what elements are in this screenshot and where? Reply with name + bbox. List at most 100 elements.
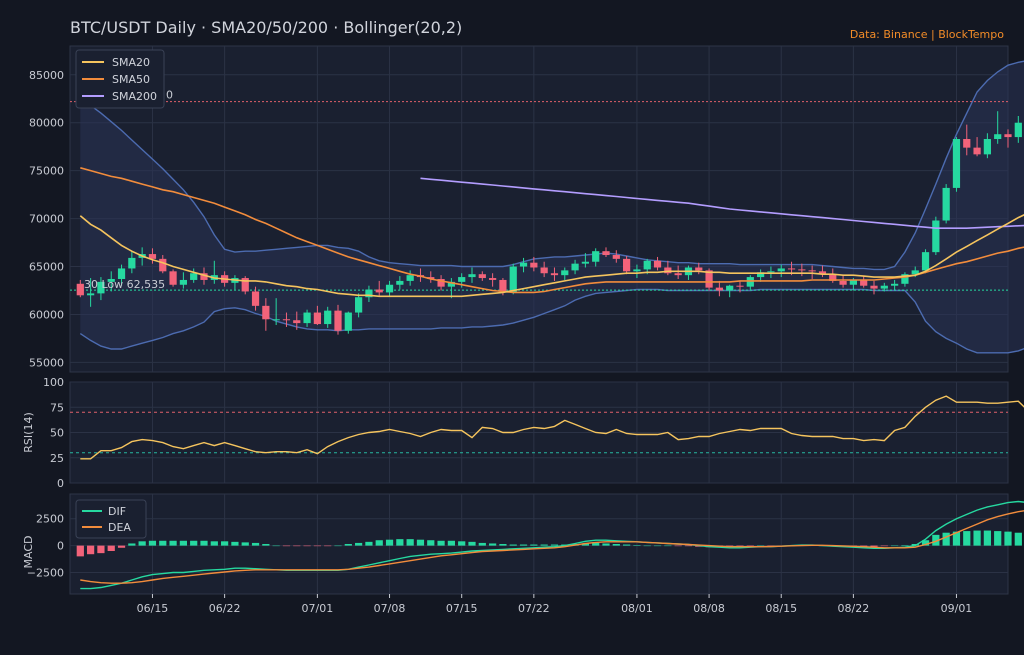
sma200-line (420, 177, 1024, 229)
candle-body (530, 262, 538, 268)
candle-body (612, 255, 620, 259)
macd-histogram-bar (365, 541, 373, 546)
candle-body (787, 268, 796, 270)
candle-body (87, 293, 95, 296)
chart-title: BTC/USDT Daily · SMA20/50/200 · Bollinge… (70, 18, 463, 37)
candle-body (880, 285, 888, 289)
candle-body (241, 278, 249, 292)
legend-label: DEA (108, 521, 131, 534)
candle-body (550, 273, 559, 276)
price-panel: 0 30 Low 62,535 (70, 60, 1024, 354)
macd-panel (76, 500, 1024, 590)
candle-body (994, 134, 1002, 140)
candle-body (1014, 122, 1022, 138)
legend-label: SMA200 (112, 90, 157, 103)
candle-body (983, 139, 991, 155)
candle-body (757, 272, 765, 278)
candle-body (313, 312, 321, 325)
macd-axis-label: MACD (22, 536, 35, 569)
macd-histogram-bar (272, 545, 280, 547)
macd-histogram-bar (623, 544, 631, 546)
macd-histogram-bar (963, 531, 971, 546)
macd-legend-box (75, 499, 147, 539)
macd-histogram-bar (251, 542, 260, 546)
macd-histogram-bar (674, 545, 682, 547)
macd-histogram-bar (406, 539, 414, 546)
candle-body (911, 270, 919, 275)
price-y-tick-label: 70000 (29, 213, 64, 226)
rsi-y-tick-label: 0 (57, 477, 64, 490)
data-source-label: Data: Binance | BlockTempo (849, 28, 1004, 41)
price-y-tick-label: 60000 (29, 308, 64, 321)
macd-histogram-bar (757, 545, 765, 547)
candle-body (117, 268, 126, 279)
macd-histogram-bar (550, 544, 559, 546)
candle-body (695, 267, 703, 271)
candle-body (128, 257, 136, 269)
candle-body (829, 274, 837, 281)
candle-body (767, 271, 775, 273)
candle-body (282, 319, 291, 321)
macd-histogram-bar (128, 543, 136, 546)
candle-body (365, 289, 373, 298)
macd-histogram-bar (169, 540, 177, 546)
candle-body (746, 277, 754, 287)
candle-body (385, 284, 394, 293)
macd-histogram-bar (117, 545, 126, 548)
macd-histogram-bar (478, 542, 486, 546)
macd-histogram-bar (179, 540, 187, 546)
price-y-tick-label: 85000 (29, 69, 64, 82)
candle-body (97, 281, 105, 294)
candle-body (623, 258, 631, 272)
candle-body (901, 274, 909, 284)
sma50-line (80, 167, 1024, 294)
price-y-tick-label: 55000 (29, 356, 64, 369)
x-tick-label: 06/22 (209, 602, 241, 615)
x-tick-label: 09/01 (941, 602, 973, 615)
macd-histogram-bar (540, 544, 548, 546)
rsi-line (80, 395, 1024, 460)
rsi-y-tick-label: 25 (50, 452, 64, 465)
macd-histogram-bar (200, 540, 208, 546)
macd-histogram-bar (746, 545, 754, 547)
candle-body (581, 261, 589, 264)
candle-body (190, 273, 198, 280)
macd-histogram-bar (489, 543, 497, 546)
macd-histogram-bar (653, 545, 662, 547)
candle-body (952, 139, 961, 188)
macd-histogram-bar (684, 545, 693, 547)
rsi-panel (70, 395, 1024, 460)
macd-histogram-bar (447, 540, 455, 546)
x-tick-label: 07/15 (446, 602, 478, 615)
macd-histogram-bar (994, 531, 1002, 546)
candle-body (262, 305, 270, 320)
candle-body (406, 275, 414, 281)
macd-histogram-bar (159, 540, 167, 546)
macd-histogram-bar (148, 540, 157, 546)
candle-body (839, 280, 847, 285)
candle-body (468, 274, 476, 278)
price-y-tick-label: 80000 (29, 117, 64, 130)
candle-body (107, 278, 115, 282)
candle-body (736, 285, 744, 287)
macd-histogram-bar (241, 542, 249, 546)
macd-histogram-bar (210, 541, 218, 546)
candle-body (499, 279, 507, 293)
macd-histogram-bar (427, 540, 435, 546)
macd-histogram-bar (519, 544, 528, 546)
macd-histogram-bar (313, 545, 321, 547)
candle-body (653, 260, 662, 268)
candle-body (891, 283, 899, 286)
macd-histogram-bar (530, 544, 538, 546)
candle-body (540, 267, 548, 274)
legend-label: SMA50 (112, 73, 150, 86)
candle-body (427, 277, 435, 279)
macd-histogram-bar (458, 541, 466, 546)
x-tick-label: 08/01 (621, 602, 653, 615)
candle-body (458, 277, 466, 282)
candle-body (179, 279, 187, 285)
candle-body (973, 147, 981, 155)
candle-body (447, 281, 455, 287)
dif-line (80, 500, 1024, 590)
